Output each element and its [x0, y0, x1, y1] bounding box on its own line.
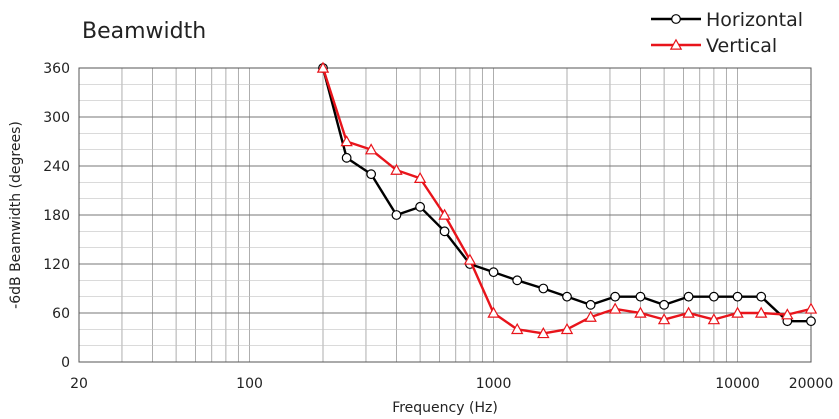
y-axis-label: -6dB Beamwidth (degrees): [8, 121, 24, 309]
y-tick-label: 0: [61, 355, 70, 371]
data-point-triangle: [340, 135, 353, 147]
y-tick-label: 120: [43, 257, 70, 273]
x-axis-label: Frequency (Hz): [392, 400, 498, 416]
data-point-circle: [488, 267, 499, 278]
data-point-triangle: [510, 322, 524, 335]
data-point-triangle: [560, 322, 574, 335]
x-tick-label: 20000: [789, 376, 834, 392]
data-point-triangle: [390, 163, 403, 175]
data-point-triangle: [438, 208, 451, 220]
data-point-triangle: [537, 326, 550, 339]
data-point-circle: [683, 291, 694, 302]
data-point-triangle: [487, 306, 500, 318]
x-tick-label: 10000: [715, 376, 760, 392]
legend-label: Horizontal: [706, 9, 803, 31]
data-point-circle: [671, 14, 681, 24]
y-tick-labels: 0 60 120 180 240 300 360: [43, 61, 70, 371]
y-tick-label: 360: [43, 61, 70, 77]
data-point-triangle: [669, 38, 683, 50]
data-point-triangle: [316, 61, 330, 73]
data-point-circle: [391, 210, 402, 220]
series-vertical: [316, 61, 818, 339]
y-tick-label: 60: [52, 306, 70, 322]
legend: Horizontal Vertical: [651, 9, 803, 57]
x-tick-label: 1000: [476, 376, 512, 392]
data-point-circle: [806, 316, 816, 327]
data-point-triangle: [657, 313, 671, 325]
y-tick-label: 240: [43, 159, 70, 175]
data-point-circle: [562, 291, 572, 302]
x-tick-labels: 20 100 1000 10000 20000: [70, 376, 833, 392]
data-point-triangle: [754, 306, 768, 318]
data-point-triangle: [413, 171, 427, 184]
data-point-circle: [341, 152, 352, 163]
data-point-circle: [585, 299, 596, 310]
data-point-triangle: [634, 306, 647, 318]
data-point-triangle: [463, 253, 477, 265]
data-point-triangle: [804, 302, 818, 314]
data-point-triangle: [584, 310, 597, 322]
x-tick-label: 20: [70, 376, 88, 392]
data-point-triangle: [682, 306, 695, 318]
series-layer: [316, 61, 818, 339]
data-point-circle: [756, 291, 767, 302]
data-point-circle: [512, 275, 523, 286]
x-tick-label: 100: [236, 376, 263, 392]
data-point-triangle: [781, 308, 794, 320]
data-point-circle: [709, 291, 719, 302]
y-tick-label: 300: [43, 110, 70, 126]
data-point-circle: [635, 291, 646, 302]
plot-frame: [78, 67, 812, 363]
data-point-circle: [659, 299, 669, 310]
y-tick-label: 180: [43, 208, 70, 224]
data-point-triangle: [364, 143, 378, 155]
data-point-circle: [366, 169, 377, 180]
data-point-circle: [732, 291, 743, 302]
legend-label: Vertical: [706, 35, 777, 57]
data-point-circle: [439, 226, 450, 237]
legend-item-horizontal: Horizontal: [651, 9, 803, 31]
data-point-triangle: [731, 306, 744, 318]
data-point-circle: [610, 291, 621, 302]
data-point-circle: [415, 201, 425, 212]
data-point-circle: [538, 283, 549, 294]
legend-item-vertical: Vertical: [651, 35, 777, 57]
data-point-triangle: [707, 313, 721, 325]
chart-title: Beamwidth: [82, 19, 206, 44]
data-point-triangle: [608, 302, 622, 314]
